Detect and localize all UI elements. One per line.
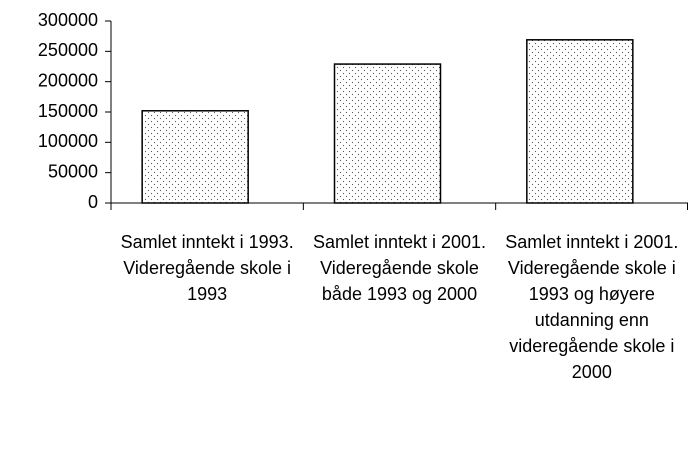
y-tick-label: 250000 xyxy=(38,40,98,60)
bar xyxy=(333,63,442,204)
y-tick-label: 300000 xyxy=(38,10,98,30)
y-tick-label: 150000 xyxy=(38,101,98,121)
x-tick-label: Samlet inntekt i 2001. Videregående skol… xyxy=(312,232,487,304)
y-tick-label: 200000 xyxy=(38,70,98,90)
y-tick-label: 50000 xyxy=(48,161,98,181)
x-tick-label: Samlet inntekt i 2001. Videregående skol… xyxy=(505,232,679,382)
y-tick-label: 100000 xyxy=(38,131,98,151)
x-tick-label: Samlet inntekt i 1993. Videregående skol… xyxy=(120,232,294,304)
bar xyxy=(141,110,249,204)
bar xyxy=(526,39,634,204)
y-tick-label: 0 xyxy=(88,192,98,212)
